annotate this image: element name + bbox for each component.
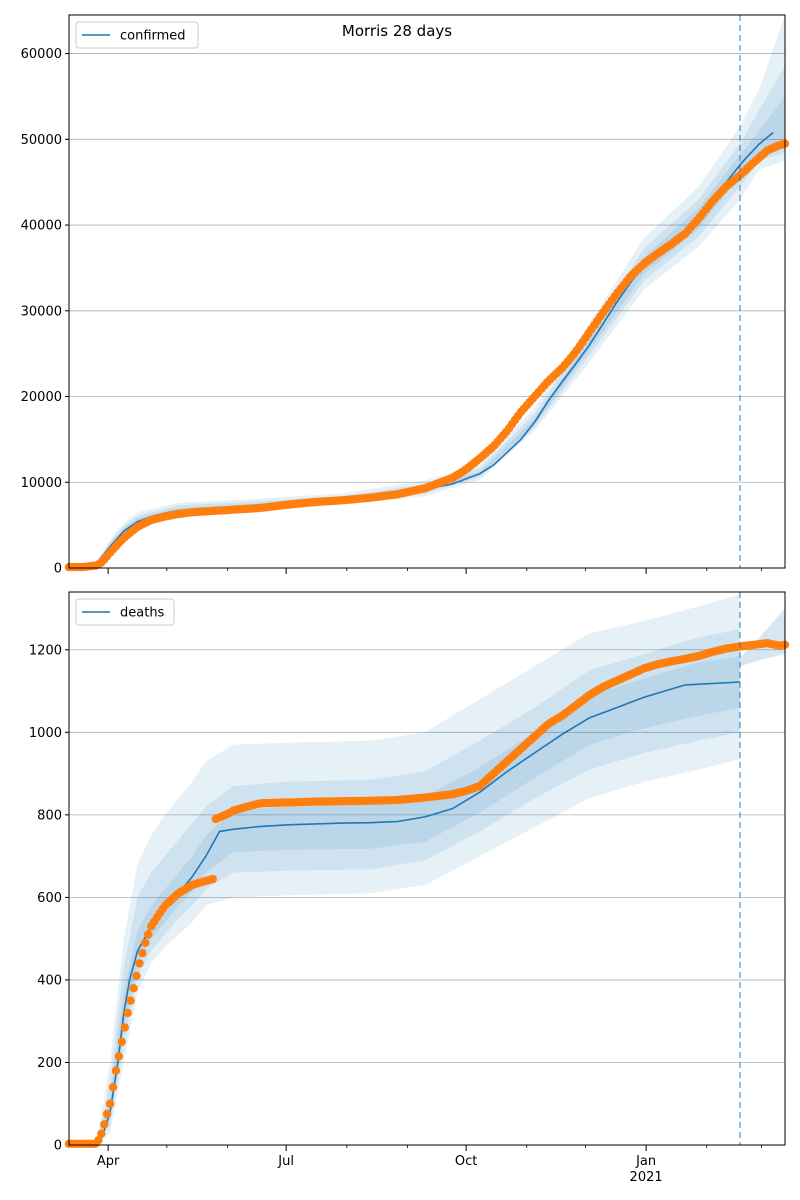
observed-point [97,1129,106,1138]
y-tick-label: 0 [54,562,62,577]
observed-point [123,1008,132,1018]
legend-box [75,21,199,49]
x-tick-label: Apr [97,1154,120,1169]
series-line-confirmed [69,131,774,569]
observed-point [132,971,141,980]
observed-point [126,996,135,1005]
observed-point [100,1120,109,1129]
y-tick-label: 600 [37,891,62,906]
y-tick-label: 400 [37,973,62,988]
observed-point [129,984,138,993]
x-tick-label: Oct [455,1154,477,1169]
confidence-band-inner [69,656,740,1145]
observed-point [111,1066,121,1075]
y-tick-label: 60000 [21,47,62,62]
observed-point [117,1037,127,1047]
confirmed-panel: 0 10000 20000 30000 40000 50000 60000 confirmed [21,14,790,577]
y-tick-label: 800 [37,808,62,823]
confidence-band-middle [69,66,785,569]
y-tick-label: 1200 [29,643,62,658]
axes-frame [68,591,786,1146]
y-tick-label: 0 [54,1139,62,1154]
forecast-band [740,608,785,667]
observed-point [141,938,150,947]
y-tick-label: 30000 [21,304,62,319]
legend: deaths [75,598,175,626]
legend-label: deaths [120,606,165,621]
y-tick-label: 50000 [21,133,62,148]
observed-point [135,959,144,968]
y-tick-label: 1000 [29,726,62,741]
observed-point [208,874,217,884]
figure-title: Morris 28 days [342,22,452,40]
series-line-deaths [69,681,741,1146]
y-tick-label: 20000 [21,390,62,405]
legend-label: confirmed [120,29,186,44]
observed-point [108,1083,118,1092]
confidence-band-outer [69,594,740,1145]
observed-point [114,1052,124,1061]
y-tick-label: 10000 [21,476,62,491]
observed-point [144,930,153,939]
observed-point [102,1109,112,1119]
observed-point [105,1099,115,1108]
legend-box [75,598,175,626]
observed-point [120,1023,129,1032]
observed-point [138,948,147,958]
x-tick-label: Jan [635,1154,656,1169]
x-tick-label: Jul [277,1154,294,1169]
observed-point [94,1136,103,1145]
y-tick-label: 40000 [21,219,62,234]
confidence-band-outer [69,15,785,568]
confidence-band-middle [69,629,740,1145]
x-tick-sublabel: 2021 [630,1170,663,1185]
y-tick-label: 200 [37,1056,62,1071]
legend: confirmed [75,21,199,49]
axes-frame [68,14,786,569]
confidence-band-inner [69,96,785,569]
